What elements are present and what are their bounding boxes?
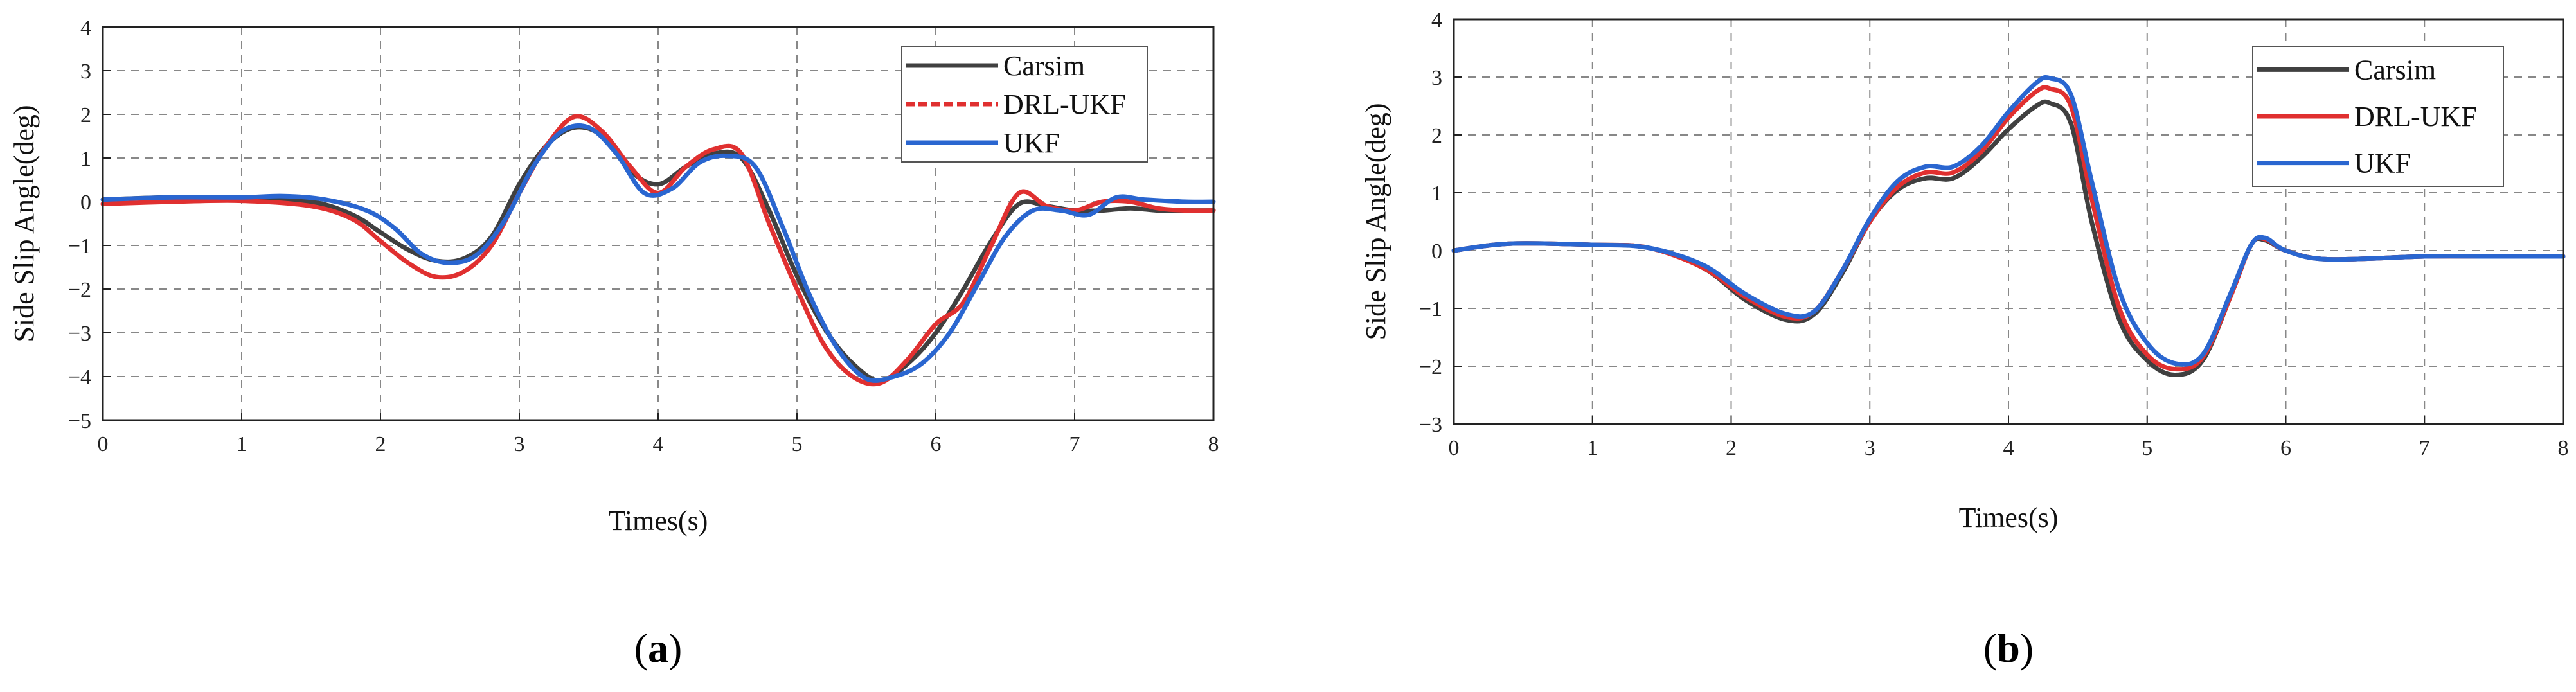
legend-label: Carsim — [2354, 54, 2436, 85]
x-axis-label: Times(s) — [1959, 502, 2059, 533]
legend-label: UKF — [1003, 127, 1060, 159]
x-tick-label: 3 — [514, 432, 525, 456]
series-line-ukf — [1451, 75, 2566, 367]
y-tick-label: 2 — [1431, 124, 1442, 148]
y-tick-label: 0 — [1431, 240, 1442, 263]
x-tick-label: 0 — [1449, 436, 1460, 460]
y-tick-label: 4 — [1431, 8, 1442, 32]
x-tick-label: 5 — [792, 432, 803, 456]
chart-panel-b: 0 1 2 3 4 5 6 7 8 −3 −2 −1 0 1 2 3 4 Carsim DRL-UKF UKF Time… — [1360, 8, 2569, 671]
x-axis-label: Times(s) — [609, 505, 708, 537]
x-tick-label: 8 — [2558, 436, 2569, 460]
x-tick-label: 1 — [1587, 436, 1598, 460]
x-tick-label: 3 — [1865, 436, 1875, 460]
series-line-ukf — [100, 123, 1216, 383]
x-tick-label: 1 — [237, 432, 247, 456]
panel-label: (a) — [634, 625, 683, 671]
chart-panel-a: 0 1 2 3 4 5 6 7 8 −5 −4 −3 −2 −1 0 1 2 3 4 Carsim DRL-UKF UKF… — [8, 16, 1219, 671]
series-line-drl-ukf — [100, 114, 1216, 387]
y-tick-label: −2 — [68, 278, 91, 302]
x-tick-label: 8 — [1208, 432, 1219, 456]
y-tick-label: 4 — [80, 16, 91, 40]
y-tick-label: −5 — [68, 409, 91, 433]
y-tick-label: −1 — [68, 235, 91, 258]
x-tick-label: 4 — [653, 432, 664, 456]
y-tick-label: −2 — [1419, 355, 1442, 379]
x-tick-label: 5 — [2142, 436, 2152, 460]
legend-label: Carsim — [1003, 50, 1085, 82]
legend-label: DRL-UKF — [1003, 89, 1126, 120]
x-tick-label: 6 — [931, 432, 942, 456]
y-axis-label: Side Slip Angle(deg) — [8, 105, 40, 342]
panel-label: (b) — [1983, 625, 2034, 671]
y-tick-label: 1 — [1431, 182, 1442, 206]
y-tick-label: −1 — [1419, 297, 1442, 321]
legend-label: UKF — [2354, 148, 2411, 179]
y-tick-label: −3 — [1419, 413, 1442, 437]
plot-frame — [1453, 18, 2564, 425]
y-tick-label: 1 — [80, 147, 91, 171]
y-axis-label: Side Slip Angle(deg) — [1360, 103, 1391, 340]
x-tick-label: 6 — [2280, 436, 2291, 460]
plot-frame — [102, 26, 1215, 421]
y-tick-label: 3 — [80, 60, 91, 84]
x-tick-label: 0 — [98, 432, 109, 456]
y-tick-label: 2 — [80, 103, 91, 127]
legend-label: DRL-UKF — [2354, 101, 2477, 132]
x-tick-label: 4 — [2003, 436, 2014, 460]
x-tick-label: 7 — [2419, 436, 2430, 460]
y-tick-label: 0 — [80, 191, 91, 215]
legend: Carsim DRL-UKF UKF — [2252, 46, 2504, 187]
y-tick-label: −3 — [68, 322, 91, 346]
y-tick-label: 3 — [1431, 66, 1442, 90]
legend: Carsim DRL-UKF UKF — [901, 46, 1148, 163]
x-tick-label: 2 — [1726, 436, 1737, 460]
x-tick-label: 7 — [1069, 432, 1080, 456]
x-tick-label: 2 — [375, 432, 386, 456]
y-tick-label: −4 — [68, 366, 91, 389]
